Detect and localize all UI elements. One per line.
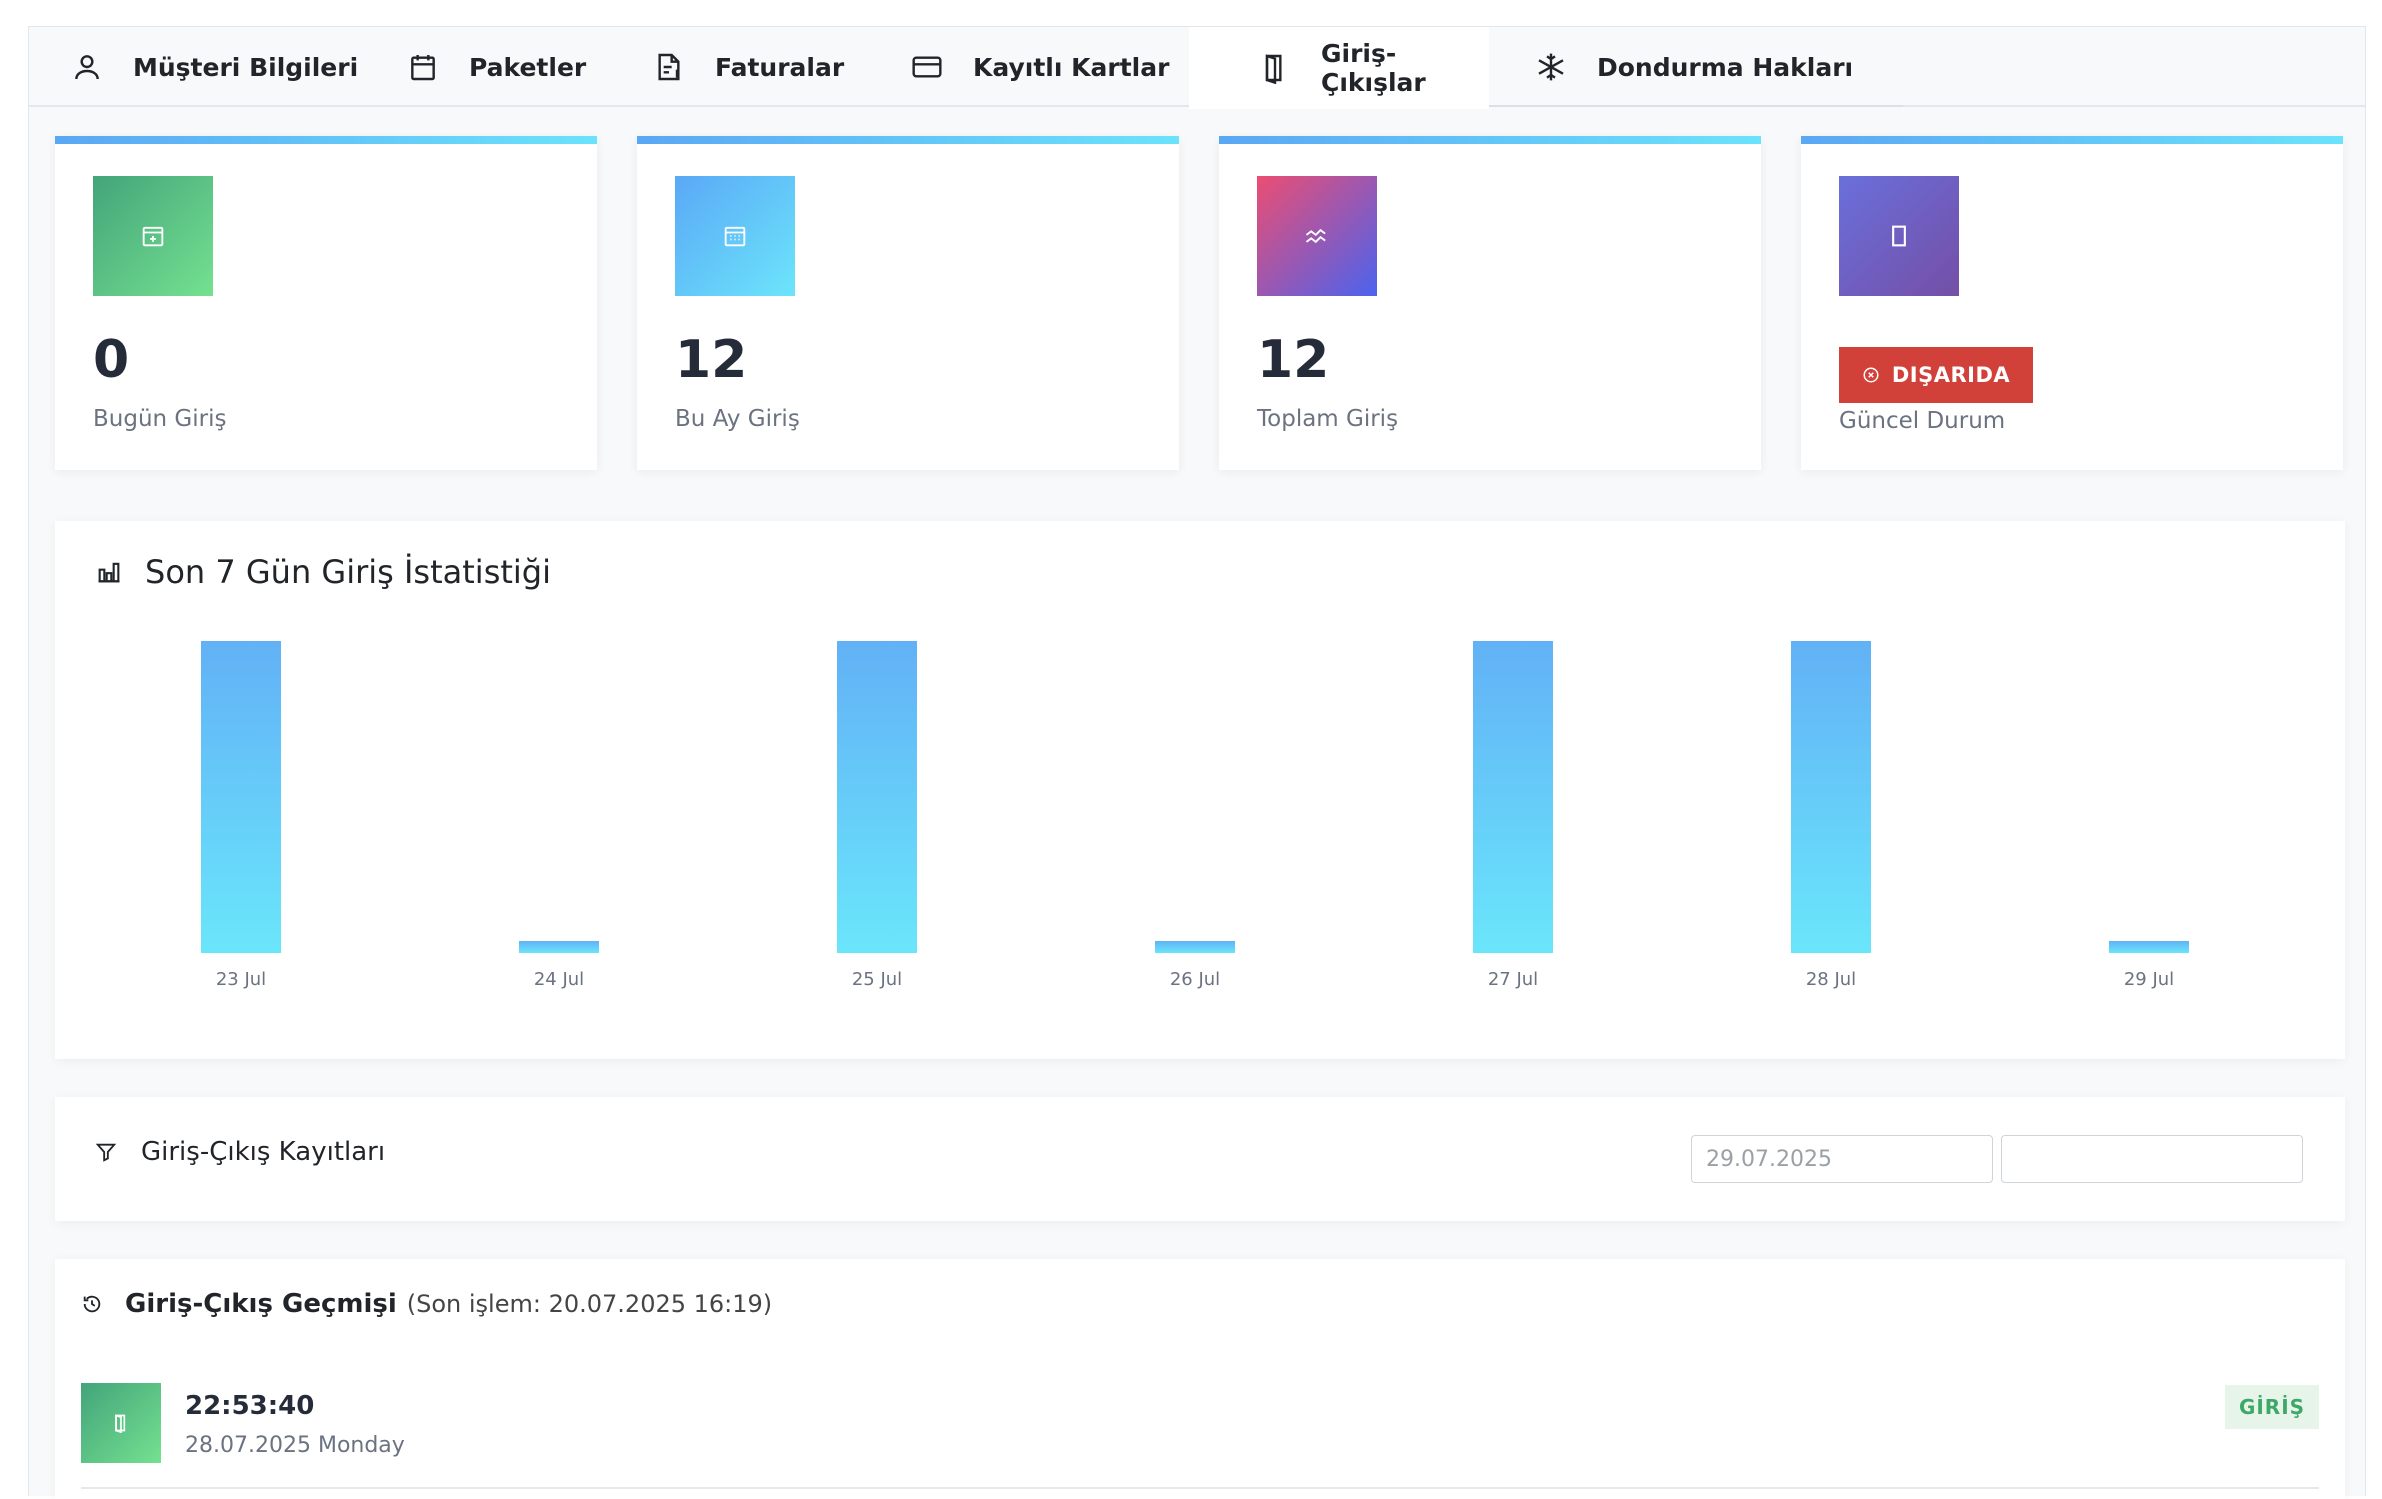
x-tick-label: 27 Jul xyxy=(1488,969,1538,990)
history-title-text: Giriş-Çıkış Geçmişi xyxy=(125,1289,397,1319)
tab-label: Müşteri Bilgileri xyxy=(133,52,359,82)
x-tick-label: 28 Jul xyxy=(1806,969,1856,990)
chart-bar[interactable] xyxy=(837,641,917,953)
x-tick-label: 25 Jul xyxy=(852,969,902,990)
chart-bar[interactable] xyxy=(1155,941,1235,953)
tab-underline xyxy=(1489,105,1903,107)
customer-detail-panel: Müşteri Bilgileri Paketler Faturalar Kay… xyxy=(28,26,2366,1499)
snowflake-icon xyxy=(1538,53,1564,81)
filter-title-text: Giriş-Çıkış Kayıtları xyxy=(141,1137,386,1167)
status-badge: DIŞARIDA xyxy=(1839,347,2033,403)
calendar-plus-icon xyxy=(142,226,164,247)
stat-card-total: 12 Toplam Giriş xyxy=(1219,136,1761,470)
tab-label: Kayıtlı Kartlar xyxy=(973,52,1170,82)
history-row: 22:53:40 28.07.2025 Monday GİRİŞ xyxy=(81,1383,2319,1489)
stat-label: Bugün Giriş xyxy=(93,406,227,432)
invoice-icon xyxy=(658,53,680,81)
status-text: DIŞARIDA xyxy=(1891,363,2011,387)
history-card: Giriş-Çıkış Geçmişi (Son işlem: 20.07.20… xyxy=(55,1259,2345,1499)
tab-label: Giriş-Çıkışlar xyxy=(1321,39,1426,97)
tab-label: Dondurma Hakları xyxy=(1597,52,1854,82)
filter-title: Giriş-Çıkış Kayıtları xyxy=(95,1137,385,1167)
history-icon xyxy=(83,1295,101,1313)
chart-bar[interactable] xyxy=(519,941,599,953)
door-icon xyxy=(1265,54,1282,84)
entries-bar-chart: 23 Jul 24 Jul 25 Jul 26 Jul 27 Jul 28 Jul 29 J… xyxy=(201,641,2189,990)
tab-bar: Müşteri Bilgileri Paketler Faturalar Kay… xyxy=(29,27,2365,109)
user-icon xyxy=(75,55,99,80)
stat-label: Toplam Giriş xyxy=(1257,406,1399,432)
date-to-input[interactable] xyxy=(2001,1135,2303,1183)
entry-type-badge: GİRİŞ xyxy=(2225,1385,2319,1429)
tab-label: Faturalar xyxy=(715,52,845,82)
chart-bar[interactable] xyxy=(1473,641,1553,953)
history-date: 28.07.2025 Monday xyxy=(185,1433,405,1458)
filter-card: Giriş-Çıkış Kayıtları xyxy=(55,1097,2345,1221)
date-from-input[interactable] xyxy=(1691,1135,1993,1183)
stat-label: Bu Ay Giriş xyxy=(675,406,800,432)
chart-bar[interactable] xyxy=(201,641,281,953)
stat-value: 0 xyxy=(93,330,130,390)
history-title: Giriş-Çıkış Geçmişi (Son işlem: 20.07.20… xyxy=(81,1289,772,1319)
stat-value: 12 xyxy=(1257,330,1330,390)
stat-card-this-month: 12 Bu Ay Giriş xyxy=(637,136,1179,470)
chart-title-text: Son 7 Gün Giriş İstatistiği xyxy=(145,553,551,591)
chart-bar[interactable] xyxy=(2109,941,2189,953)
stat-icon-box xyxy=(1839,176,1959,296)
x-tick-label: 24 Jul xyxy=(534,969,584,990)
x-tick-label: 29 Jul xyxy=(2124,969,2174,990)
chart-line-icon xyxy=(1305,228,1326,244)
filter-icon xyxy=(95,1143,117,1162)
x-tick-label: 26 Jul xyxy=(1170,969,1220,990)
calendar-icon xyxy=(411,55,435,81)
calendar-grid-icon xyxy=(724,226,746,247)
tab-invoices[interactable]: Faturalar xyxy=(653,27,844,107)
stat-icon-box xyxy=(93,176,213,296)
close-circle-icon xyxy=(1863,367,1879,383)
chart-bar[interactable] xyxy=(1791,641,1871,953)
stat-icon-box xyxy=(675,176,795,296)
chart-card: Son 7 Gün Giriş İstatistiği 23 Jul 24 Jul… xyxy=(55,521,2345,1059)
tab-saved-cards[interactable]: Kayıtlı Kartlar xyxy=(911,27,1169,107)
stat-value: 12 xyxy=(675,330,748,390)
chart-title: Son 7 Gün Giriş İstatistiği xyxy=(95,553,551,591)
tab-entries-exits[interactable]: Giriş-Çıkışlar xyxy=(1189,27,1489,109)
tab-freeze-rights[interactable]: Dondurma Hakları xyxy=(1535,27,1853,107)
tab-label: Paketler xyxy=(469,52,587,82)
stat-label: Güncel Durum xyxy=(1839,408,2006,434)
door-icon xyxy=(1892,225,1906,247)
door-icon xyxy=(115,1414,126,1433)
tab-customer-info[interactable]: Müşteri Bilgileri xyxy=(71,27,358,107)
stat-card-current-status: DIŞARIDA Güncel Durum xyxy=(1801,136,2343,470)
history-row-icon-box xyxy=(81,1383,161,1463)
tab-packages[interactable]: Paketler xyxy=(407,27,586,107)
x-tick-label: 23 Jul xyxy=(216,969,266,990)
credit-card-icon xyxy=(912,56,942,78)
bar-chart-icon xyxy=(98,562,120,583)
history-last-action: (Son işlem: 20.07.2025 16:19) xyxy=(406,1290,773,1318)
stat-icon-box xyxy=(1257,176,1377,296)
history-time: 22:53:40 xyxy=(185,1391,315,1421)
stat-card-today: 0 Bugün Giriş xyxy=(55,136,597,470)
